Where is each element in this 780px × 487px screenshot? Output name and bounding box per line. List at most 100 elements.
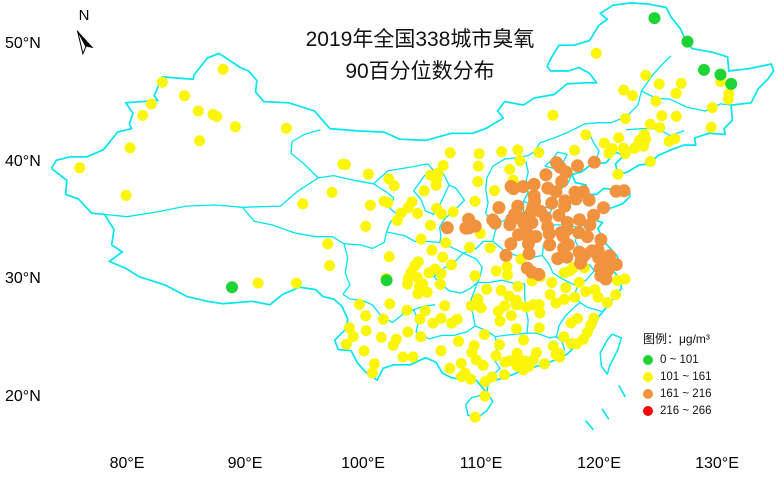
- y-axis-tick-label: 30°N: [5, 270, 41, 287]
- legend-label: 101 ~ 161: [660, 370, 712, 383]
- city-point-yellow: [464, 241, 476, 253]
- x-axis-tick-label: 80°E: [109, 455, 145, 472]
- city-point-yellow: [179, 90, 190, 102]
- city-point-yellow: [440, 237, 452, 249]
- city-point-orange: [522, 247, 536, 261]
- map-legend: 图例：μg/m³ 0 ~ 101 101 ~ 161 161 ~ 216 216 ~ …: [643, 330, 711, 419]
- city-point-yellow: [425, 219, 436, 231]
- city-point-yellow: [469, 195, 481, 207]
- province-border-line: [589, 134, 600, 160]
- city-point-orange: [597, 201, 610, 215]
- city-point-orange: [542, 227, 556, 241]
- city-point-orange: [492, 201, 506, 215]
- province-border-line: [373, 163, 436, 185]
- city-point-orange: [617, 184, 631, 198]
- city-point-yellow: [546, 277, 558, 288]
- city-point-orange: [486, 213, 500, 227]
- city-point-yellow: [364, 199, 376, 211]
- city-point-yellow: [619, 273, 631, 285]
- city-point-yellow: [446, 259, 457, 271]
- city-point-yellow: [550, 297, 562, 309]
- city-point-yellow: [650, 95, 662, 107]
- city-point-yellow: [481, 283, 493, 295]
- city-point-orange: [572, 226, 586, 239]
- legend-dot-red-icon: [643, 405, 653, 416]
- x-axis-tick-label: 130°E: [695, 455, 739, 472]
- city-point-yellow: [494, 315, 506, 327]
- city-point-yellow: [478, 329, 490, 340]
- city-point-yellow: [569, 144, 581, 156]
- city-point-yellow: [472, 160, 484, 172]
- city-point-yellow: [339, 159, 351, 171]
- city-point-orange: [512, 228, 526, 242]
- city-point-yellow: [418, 185, 430, 197]
- city-point-orange: [551, 252, 565, 266]
- city-point-yellow: [465, 300, 477, 312]
- city-point-yellow: [360, 325, 372, 337]
- city-point-yellow: [446, 317, 458, 329]
- y-axis-tick-label: 40°N: [5, 152, 41, 170]
- city-point-yellow: [654, 122, 666, 133]
- city-point-yellow: [280, 122, 292, 134]
- x-axis-tick-label: 100°E: [341, 455, 385, 472]
- city-point-yellow: [490, 350, 502, 362]
- legend-row-red: 216 ~ 266: [643, 402, 711, 419]
- legend-row-yellow: 101 ~ 161: [643, 368, 711, 385]
- city-point-yellow: [435, 345, 447, 357]
- legend-label: 0 ~ 101: [660, 353, 699, 366]
- island-outline: [599, 333, 623, 375]
- city-point-green: [380, 274, 393, 287]
- city-point-orange: [516, 180, 530, 194]
- city-point-orange: [594, 233, 608, 247]
- city-point-yellow: [421, 286, 433, 298]
- city-point-yellow: [419, 305, 431, 317]
- city-point-yellow: [435, 312, 447, 324]
- province-border-line: [386, 231, 440, 244]
- city-point-yellow: [558, 293, 570, 305]
- city-point-yellow: [362, 168, 374, 180]
- city-point-yellow: [511, 323, 522, 335]
- city-point-yellow: [592, 291, 604, 303]
- city-point-yellow: [499, 356, 511, 368]
- province-border-line: [104, 177, 319, 218]
- legend-label: 216 ~ 266: [660, 404, 712, 417]
- city-point-orange: [543, 238, 557, 252]
- province-border-line: [242, 206, 345, 245]
- city-point-yellow: [504, 163, 516, 175]
- city-point-yellow: [580, 129, 592, 141]
- city-point-yellow: [627, 90, 638, 101]
- city-point-yellow: [252, 277, 264, 289]
- city-point-yellow: [486, 371, 498, 383]
- city-point-yellow: [612, 168, 624, 180]
- city-point-yellow: [423, 267, 435, 279]
- city-point-yellow: [669, 133, 681, 145]
- city-point-orange: [532, 267, 546, 281]
- city-point-yellow: [297, 198, 309, 210]
- city-point-orange: [583, 218, 597, 232]
- city-point-yellow: [619, 113, 631, 125]
- city-point-yellow: [656, 110, 668, 122]
- city-point-orange: [521, 237, 535, 251]
- city-point-yellow: [573, 276, 585, 288]
- city-point-orange: [571, 159, 584, 173]
- city-point-yellow: [533, 322, 545, 334]
- city-point-yellow: [613, 132, 625, 144]
- y-axis-tick-label: 20°N: [5, 387, 41, 405]
- city-point-yellow: [412, 288, 424, 300]
- city-point-yellow: [494, 339, 505, 351]
- city-point-yellow: [402, 272, 414, 284]
- city-point-yellow: [534, 307, 546, 319]
- city-point-yellow: [501, 261, 513, 273]
- city-point-yellow: [572, 313, 583, 324]
- x-axis-tick-label: 120°E: [577, 455, 621, 472]
- city-point-yellow: [425, 169, 437, 181]
- map-title-line1: 2019年全国338城市臭氧: [305, 28, 535, 51]
- legend-row-green: 0 ~ 101: [643, 351, 711, 368]
- city-point-yellow: [618, 84, 630, 96]
- city-point-yellow: [598, 137, 610, 149]
- city-point-orange: [533, 204, 547, 218]
- city-point-yellow: [475, 302, 487, 314]
- city-point-yellow: [444, 362, 456, 374]
- city-point-yellow: [498, 369, 510, 381]
